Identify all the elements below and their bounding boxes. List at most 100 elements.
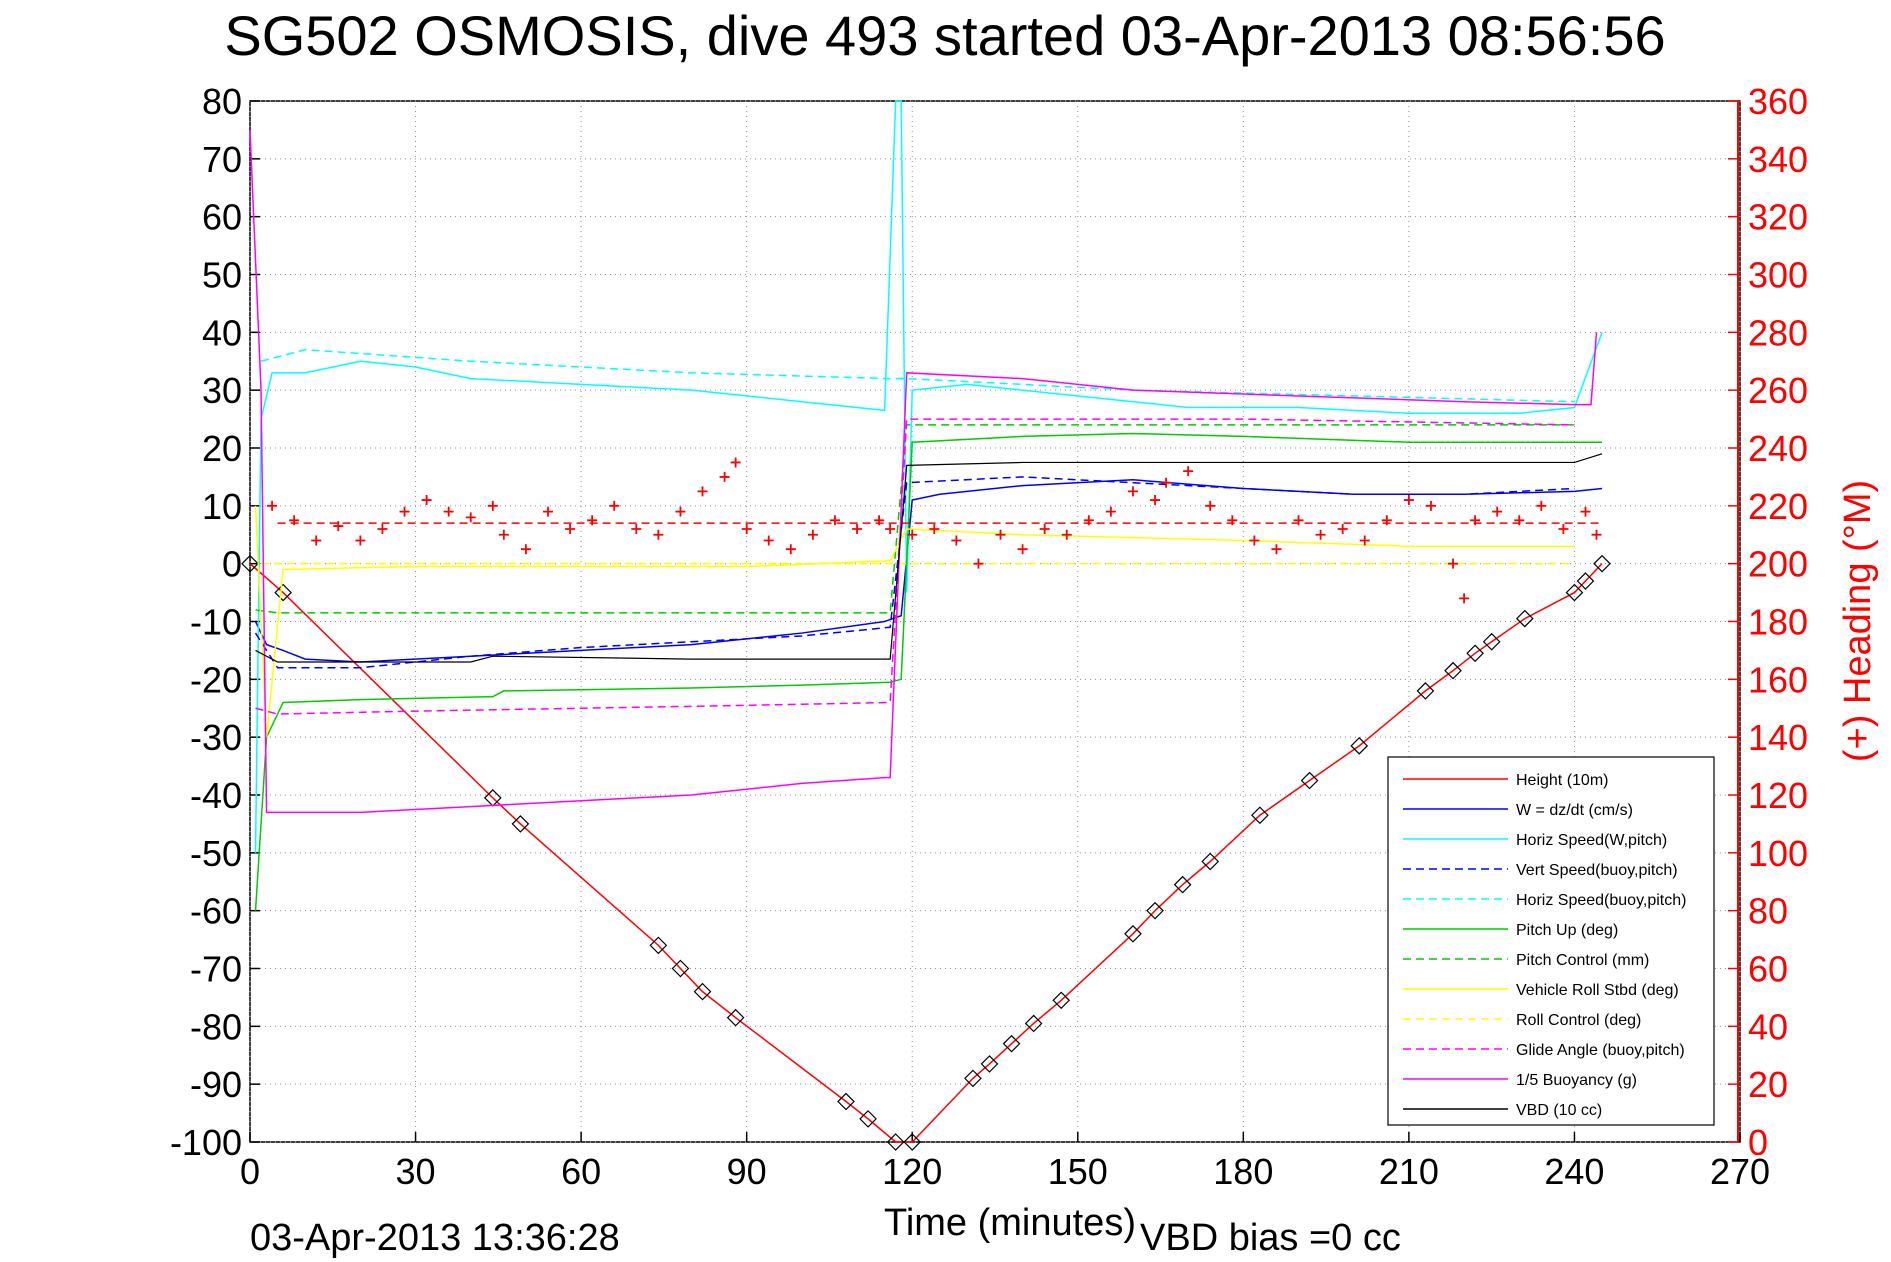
- y-tick-label: 0: [222, 544, 242, 585]
- legend-box: [1387, 756, 1715, 1126]
- height-diamond-marker: [241, 554, 259, 573]
- heading-plus-marker: [1403, 495, 1414, 506]
- y-axis-left: 80 70 60 50 40 30 20 10 0 -10 -20 -30 -40 -50 -60 -70 -8…: [170, 81, 260, 1163]
- y-tick-label: -80: [190, 1006, 242, 1047]
- legend-entry: Height (10m): [1516, 772, 1608, 789]
- heading-plus-marker: [1359, 535, 1370, 546]
- y-axis-right: 3603403203002802602402202001801601401201…: [1728, 81, 1808, 1163]
- heading-plus-marker: [267, 500, 278, 511]
- height-diamond-marker: [671, 959, 690, 978]
- legend: Height (10m) W = dz/dt (cm/s) Horiz Speed(…: [1387, 756, 1715, 1126]
- heading-plus-marker: [1183, 466, 1194, 477]
- x-tick-label: 60: [561, 1151, 601, 1192]
- y-tick-label: 40: [202, 312, 242, 353]
- right-axis-label: (+) Heading (°M): [1837, 480, 1879, 762]
- heading-plus-marker: [1337, 523, 1348, 534]
- x-tick-label: 120: [882, 1151, 942, 1192]
- y-right-tick-label: 60: [1748, 949, 1788, 990]
- series-line-horiz-speed-buoy-pitch: [260, 348, 1575, 403]
- legend-entry: Roll Control (deg): [1516, 1012, 1641, 1029]
- x-tick-label: 0: [240, 1151, 260, 1192]
- y-tick-label: -100: [170, 1122, 242, 1163]
- height-diamond-marker: [693, 982, 712, 1001]
- heading-plus-marker: [852, 523, 863, 534]
- x-tick-label: 90: [727, 1151, 767, 1192]
- y-right-tick-label: 20: [1748, 1064, 1788, 1105]
- heading-plus-marker: [1315, 529, 1326, 540]
- heading-plus-marker: [1425, 500, 1436, 511]
- heading-plus-marker: [1293, 515, 1304, 526]
- legend-entry: W = dz/dt (cm/s): [1516, 802, 1633, 819]
- legend-entry: Glide Angle (buoy,pitch): [1516, 1042, 1685, 1059]
- heading-plus-marker: [995, 529, 1006, 540]
- height-diamond-marker: [903, 1133, 922, 1151]
- heading-plus-marker: [1271, 544, 1282, 555]
- x-tick-label: 180: [1213, 1151, 1273, 1192]
- heading-plus-marker: [1127, 486, 1138, 497]
- chart-title: SG502 OSMOSIS, dive 493 started 03-Apr-2…: [224, 4, 1665, 67]
- heading-plus-marker: [377, 523, 388, 534]
- heading-plus-marker: [1536, 500, 1547, 511]
- heading-plus-marker: [874, 515, 885, 526]
- y-right-tick-label: 280: [1748, 312, 1808, 353]
- heading-plus-marker: [785, 544, 796, 555]
- x-axis: 0 30 60 90 120 150 180 210 240 270: [240, 1132, 1770, 1192]
- y-right-tick-label: 100: [1748, 833, 1808, 874]
- heading-plus-marker: [399, 506, 410, 517]
- footer-timestamp: 03-Apr-2013 13:36:28: [250, 1217, 620, 1259]
- heading-plus-marker: [829, 515, 840, 526]
- y-tick-label: -40: [190, 775, 242, 816]
- series-line-vbd-10-cc: [255, 453, 1603, 663]
- heading-plus-marker: [1227, 515, 1238, 526]
- series-line-w-dz-dt-cm-s: [254, 479, 1603, 663]
- height-diamond-marker: [1024, 1014, 1043, 1033]
- height-diamond-marker: [511, 815, 530, 833]
- height-diamond-marker: [859, 1110, 877, 1128]
- heading-plus-marker: [1017, 544, 1028, 555]
- legend-entry: Vehicle Roll Stbd (deg): [1516, 982, 1679, 999]
- heading-plus-marker: [1492, 506, 1503, 517]
- height-diamond-marker: [1002, 1034, 1021, 1053]
- y-tick-label: -20: [190, 659, 242, 700]
- y-tick-label: 70: [202, 139, 242, 180]
- height-diamond-marker: [1515, 609, 1534, 628]
- height-diamond-marker: [1124, 924, 1142, 943]
- height-diamond-marker: [726, 1008, 745, 1027]
- heading-plus-marker: [973, 558, 984, 569]
- y-tick-label: -30: [190, 717, 242, 758]
- height-diamond-marker: [274, 583, 292, 602]
- y-right-tick-label: 140: [1748, 717, 1808, 758]
- heading-plus-marker: [1558, 523, 1569, 534]
- heading-plus-marker: [763, 535, 774, 546]
- y-right-tick-label: 40: [1748, 1006, 1788, 1047]
- height-diamond-marker: [1201, 852, 1220, 871]
- heading-plus-marker: [333, 521, 344, 532]
- height-diamond-marker: [1576, 572, 1595, 590]
- y-right-tick-label: 220: [1748, 486, 1808, 527]
- height-diamond-marker: [649, 936, 668, 955]
- legend-entry: Horiz Speed(buoy,pitch): [1516, 892, 1686, 909]
- heading-plus-marker: [1205, 500, 1216, 511]
- heading-plus-marker: [1591, 529, 1602, 540]
- y-right-tick-label: 80: [1748, 891, 1788, 932]
- heading-plus-marker: [565, 523, 576, 534]
- heading-plus-marker: [697, 486, 708, 497]
- y-tick-label: -90: [190, 1064, 242, 1105]
- heading-plus-marker: [730, 457, 741, 468]
- heading-plus-marker: [609, 500, 620, 511]
- y-tick-label: 10: [202, 486, 242, 527]
- heading-plus-marker: [741, 523, 752, 534]
- heading-plus-marker: [907, 529, 918, 540]
- series-line-pitch-up-deg: [254, 432, 1603, 911]
- heading-plus-marker: [1470, 515, 1481, 526]
- height-diamond-marker: [1565, 583, 1584, 602]
- height-diamond-marker: [1482, 632, 1501, 651]
- heading-plus-marker: [1249, 535, 1260, 546]
- heading-layer: [267, 457, 1603, 604]
- height-diamond-marker: [1300, 771, 1319, 790]
- y-right-tick-label: 200: [1748, 544, 1808, 585]
- height-diamond-marker: [1593, 554, 1611, 573]
- height-diamond-marker: [1173, 875, 1192, 894]
- y-right-tick-label: 320: [1748, 197, 1808, 238]
